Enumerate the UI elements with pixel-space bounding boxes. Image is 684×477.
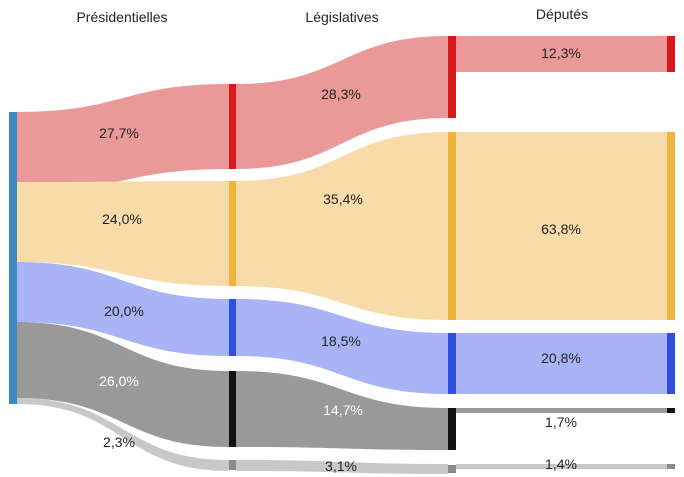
labels-layer: 27,7% 24,0% 20,0% 26,0% 2,3% 28,3% 35,4% 18,5% 1…: [99, 45, 581, 474]
flow-legislatives-gris: [236, 371, 448, 450]
node-deputes-bleu: [448, 333, 456, 394]
flow-deputes-bleu: [456, 333, 667, 394]
flow-deputes-rouge: [456, 36, 667, 72]
data-label-legislatives-rouge: 28,3%: [321, 86, 361, 102]
column-title-presidentielles: Présidentielles: [76, 9, 167, 25]
column-title-legislatives: Législatives: [305, 9, 378, 25]
flow-legislatives-rouge: [236, 36, 448, 169]
node-sortie-rouge: [667, 36, 675, 72]
node-sortie-autres: [667, 464, 675, 469]
flow-legislatives-jaune: [236, 132, 448, 320]
titles-layer: Présidentielles Législatives Députés: [76, 6, 588, 25]
node-source-total: [9, 112, 17, 404]
node-legislatives-autres: [229, 460, 236, 470]
data-label-legislatives-bleu: 18,5%: [321, 333, 361, 349]
data-label-deputes-jaune: 63,8%: [541, 221, 581, 237]
flow-presidentielles-jaune: [17, 181, 229, 286]
flow-deputes-autres: [456, 464, 667, 469]
flow-legislatives-autres: [236, 460, 448, 474]
node-legislatives-gris: [229, 371, 236, 447]
flow-presidentielles-rouge: [17, 84, 229, 192]
flow-deputes-gris: [456, 408, 667, 413]
node-legislatives-rouge: [229, 84, 236, 169]
node-legislatives-bleu: [229, 299, 236, 356]
data-label-presidentielles-autres: 2,3%: [103, 434, 135, 450]
node-deputes-autres: [448, 465, 456, 473]
flow-legislatives-bleu: [236, 299, 448, 394]
flow-deputes-jaune: [456, 132, 667, 320]
node-sortie-gris: [667, 408, 675, 413]
node-deputes-rouge: [448, 36, 456, 118]
data-label-legislatives-autres: 3,1%: [325, 458, 357, 474]
node-sortie-bleu: [667, 333, 675, 394]
data-label-deputes-gris: 1,7%: [545, 414, 577, 430]
data-label-presidentielles-jaune: 24,0%: [102, 211, 142, 227]
flow-presidentielles-gris: [17, 322, 229, 447]
flow-presidentielles-bleu: [17, 262, 229, 356]
data-label-deputes-rouge: 12,3%: [541, 45, 581, 61]
data-label-presidentielles-bleu: 20,0%: [104, 303, 144, 319]
data-label-deputes-bleu: 20,8%: [541, 350, 581, 366]
data-label-legislatives-gris: 14,7%: [323, 402, 363, 418]
node-deputes-gris: [448, 408, 456, 450]
nodes-layer: [9, 36, 675, 473]
data-label-presidentielles-gris: 26,0%: [99, 373, 139, 389]
data-label-legislatives-jaune: 35,4%: [323, 191, 363, 207]
flows-layer: [17, 36, 667, 474]
data-label-presidentielles-rouge: 27,7%: [99, 125, 139, 141]
data-label-deputes-autres: 1,4%: [545, 456, 577, 472]
flow-presidentielles-autres: [17, 398, 229, 471]
column-title-deputes: Députés: [536, 6, 588, 22]
node-deputes-jaune: [448, 132, 456, 320]
node-sortie-jaune: [667, 132, 675, 320]
node-legislatives-jaune: [229, 181, 236, 286]
